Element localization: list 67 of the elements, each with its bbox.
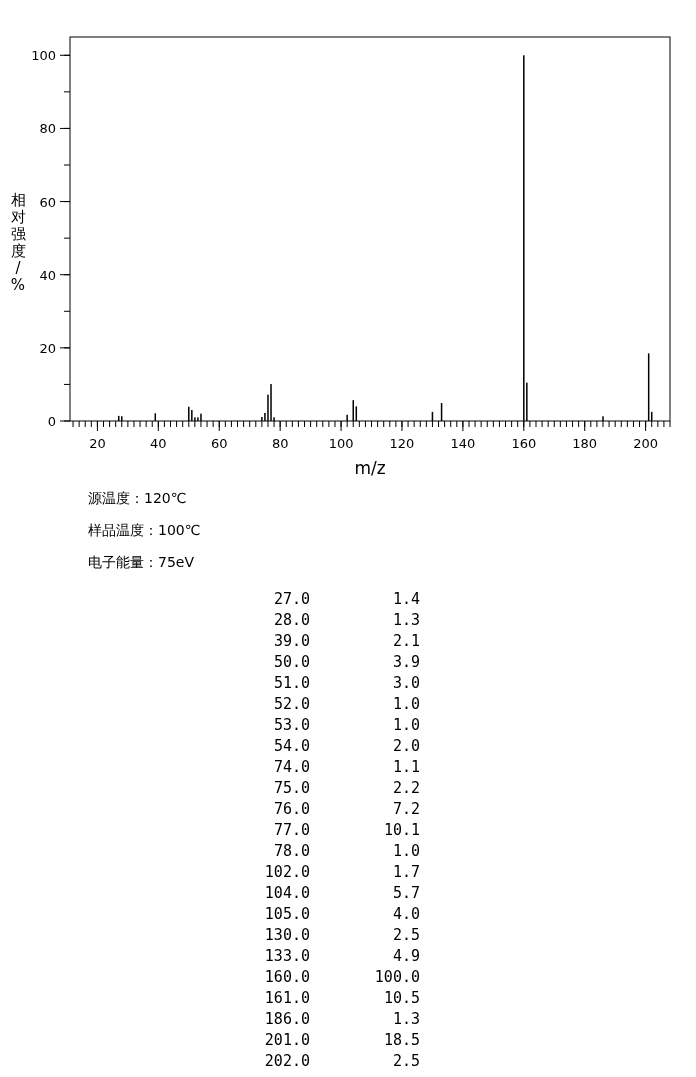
text: 2.1	[392, 632, 420, 650]
x-tick-label: 180	[572, 436, 598, 451]
text: 27.0	[273, 590, 310, 608]
text: 18.5	[383, 1031, 420, 1049]
y-tick-label: 80	[39, 121, 56, 137]
text: 5.7	[392, 884, 420, 902]
text: 39.0	[273, 632, 310, 650]
text: 10.1	[383, 821, 420, 839]
x-tick-label: 140	[450, 436, 476, 451]
text: 2.2	[392, 779, 420, 797]
text: 3.0	[392, 674, 420, 692]
text: 74.0	[273, 758, 310, 776]
x-tick-label: 20	[89, 436, 106, 451]
text: 50.0	[273, 653, 310, 671]
x-tick-label: 100	[328, 436, 354, 451]
text: 2.0	[392, 737, 420, 755]
text: 1.0	[392, 842, 420, 860]
text: 电子能量：75eV	[88, 554, 195, 570]
y-axis-title: 相对强度/%	[10, 191, 26, 294]
text: 133.0	[264, 947, 310, 965]
y-tick-label: 0	[47, 414, 56, 429]
text: 51.0	[273, 674, 310, 692]
text: 104.0	[264, 884, 310, 902]
text: 源温度：120℃	[88, 490, 187, 506]
text: 4.0	[392, 905, 420, 923]
text: 1.7	[392, 863, 420, 881]
x-tick-label: 120	[389, 436, 415, 451]
text: 1.1	[392, 758, 420, 776]
y-tick-label: 100	[31, 48, 56, 64]
y-tick-label: 40	[39, 267, 56, 283]
x-tick-label: 160	[511, 436, 537, 451]
text: 28.0	[273, 611, 310, 629]
text: 76.0	[273, 800, 310, 818]
text: 1.4	[392, 590, 420, 608]
text: 1.3	[392, 611, 420, 629]
text: 3.9	[392, 653, 420, 671]
x-tick-label: 60	[210, 436, 228, 451]
text: 53.0	[273, 716, 310, 734]
text: 52.0	[273, 695, 310, 713]
text: 77.0	[273, 821, 310, 839]
text: 202.0	[264, 1052, 310, 1070]
text: 130.0	[264, 926, 310, 944]
text: 1.0	[392, 695, 420, 713]
text: 78.0	[273, 842, 310, 860]
text: 2.5	[392, 926, 420, 944]
text: 201.0	[264, 1031, 310, 1049]
text: 7.2	[392, 800, 420, 818]
text: 160.0	[264, 968, 310, 986]
y-tick-label: 60	[39, 194, 56, 210]
text: 10.5	[383, 989, 420, 1007]
y-tick-label: 20	[39, 340, 56, 356]
text: 54.0	[273, 737, 310, 755]
x-tick-label: 80	[271, 436, 289, 451]
text: 1.3	[392, 1010, 420, 1028]
text: 100.0	[374, 968, 420, 986]
text: 4.9	[392, 947, 420, 965]
x-tick-label: 200	[633, 436, 659, 451]
x-axis-title: m/z	[354, 458, 386, 478]
text: 186.0	[264, 1010, 310, 1028]
x-tick-label: 40	[150, 436, 167, 451]
text: 161.0	[264, 989, 310, 1007]
text: 2.5	[392, 1052, 420, 1070]
text: 102.0	[264, 863, 310, 881]
text: 105.0	[264, 905, 310, 923]
text: 样品温度：100℃	[88, 522, 201, 538]
text: 75.0	[273, 779, 310, 797]
text: 1.0	[392, 716, 420, 734]
